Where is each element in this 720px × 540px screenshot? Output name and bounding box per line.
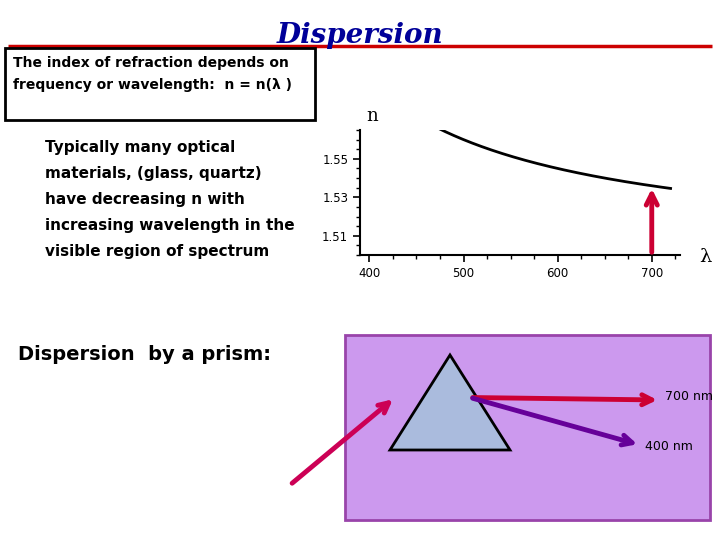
Text: Typically many optical: Typically many optical xyxy=(45,140,235,155)
Text: nm: nm xyxy=(719,253,720,262)
Text: Dispersion  by a prism:: Dispersion by a prism: xyxy=(18,346,271,365)
Text: have decreasing n with: have decreasing n with xyxy=(45,192,245,207)
Text: n: n xyxy=(366,107,378,125)
Text: visible region of spectrum: visible region of spectrum xyxy=(45,244,269,259)
Text: λ: λ xyxy=(699,248,712,267)
Text: 700 nm: 700 nm xyxy=(665,390,713,403)
Text: The index of refraction depends on: The index of refraction depends on xyxy=(13,56,289,70)
Text: frequency or wavelength:  n = n(λ ): frequency or wavelength: n = n(λ ) xyxy=(13,78,292,92)
Polygon shape xyxy=(390,355,510,450)
Bar xyxy=(345,335,710,520)
Text: Dispersion: Dispersion xyxy=(276,22,444,49)
Text: materials, (glass, quartz): materials, (glass, quartz) xyxy=(45,166,261,181)
Text: increasing wavelength in the: increasing wavelength in the xyxy=(45,218,294,233)
Text: 400 nm: 400 nm xyxy=(645,440,693,453)
Bar xyxy=(5,48,315,120)
